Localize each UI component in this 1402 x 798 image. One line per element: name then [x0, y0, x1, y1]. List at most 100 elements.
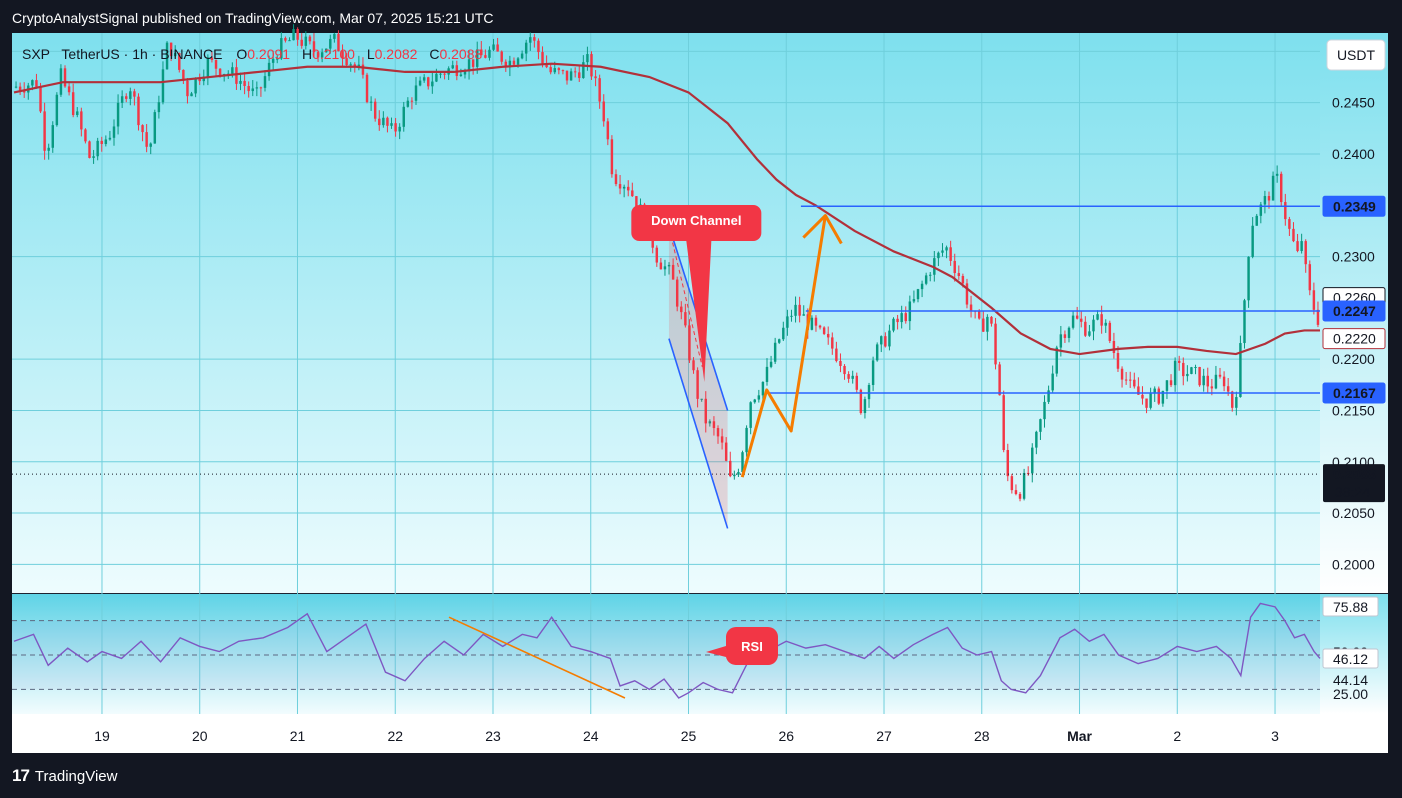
- candle-body: [1149, 393, 1152, 408]
- rsi-axis-badge: [1322, 596, 1379, 617]
- legend-h-label: H: [302, 46, 312, 62]
- candle-body: [929, 274, 932, 276]
- candle-body: [582, 62, 585, 79]
- candle-body: [300, 39, 303, 46]
- candle-body: [267, 62, 271, 77]
- candle-body: [912, 299, 916, 302]
- candle-body: [773, 342, 777, 362]
- candle-body: [427, 77, 430, 87]
- candle-body: [557, 68, 561, 71]
- candle-body: [618, 184, 622, 189]
- orange-projection-path: [740, 215, 827, 478]
- candle-body: [1202, 375, 1205, 386]
- candle-body: [1141, 394, 1144, 399]
- candle-body: [504, 61, 508, 68]
- candle-body: [1096, 314, 1099, 320]
- candle-body: [406, 100, 410, 107]
- candle-body: [263, 76, 267, 88]
- time-tick-label: Mar: [1067, 728, 1092, 744]
- candle-body: [598, 78, 601, 102]
- currency-button[interactable]: [1326, 39, 1386, 71]
- price-badge-label: 0.2167: [1333, 385, 1376, 401]
- candle-body: [1088, 331, 1091, 336]
- candle-body: [1002, 395, 1005, 451]
- candle-body: [1108, 322, 1112, 341]
- legend-pair: TetherUS · 1h · BINANCE: [61, 46, 222, 62]
- candle-body: [1316, 309, 1320, 325]
- candle-body: [790, 315, 793, 317]
- candle-body: [839, 360, 842, 366]
- candle-body: [1292, 228, 1295, 242]
- candle-body: [553, 68, 556, 73]
- candle-body: [382, 117, 385, 126]
- rsi-axis-badge: [1322, 648, 1379, 669]
- candle-body: [957, 273, 961, 277]
- time-tick-label: 28: [974, 728, 990, 744]
- candle-body: [920, 283, 924, 290]
- candle-body: [880, 336, 883, 345]
- candle-body: [594, 76, 597, 79]
- candle-body: [1239, 343, 1242, 398]
- candle-body: [1267, 196, 1271, 201]
- candle-body: [51, 125, 54, 148]
- candle-body: [88, 141, 91, 158]
- candle-body: [549, 67, 552, 73]
- candle-body: [1100, 314, 1103, 326]
- candle-body: [569, 71, 573, 81]
- candle-body: [100, 140, 103, 144]
- rsi-divergence-line: [448, 616, 626, 699]
- candle-body: [410, 100, 414, 102]
- price-tick-label: 0.2150: [1332, 402, 1375, 418]
- candle-body: [602, 101, 605, 122]
- candle-body: [904, 313, 907, 322]
- candle-body: [1116, 353, 1120, 369]
- candle-body: [129, 91, 132, 99]
- moving-average-line: [13, 62, 1320, 356]
- time-tick-label: 3: [1271, 728, 1279, 744]
- candle-body: [875, 344, 879, 361]
- candle-body: [1300, 241, 1303, 252]
- time-tick-label: 25: [681, 728, 697, 744]
- annotations: Down Channel RSI: [631, 205, 843, 666]
- candle-body: [1043, 401, 1046, 420]
- candle-body: [512, 60, 516, 65]
- candle-body: [520, 53, 524, 59]
- candle-body: [1018, 494, 1022, 499]
- candle-body: [606, 121, 610, 140]
- candle-body: [769, 361, 773, 367]
- candle-body: [39, 87, 42, 112]
- candle-body: [206, 57, 210, 77]
- candle-body: [202, 76, 206, 82]
- price-badge-label: 0.2220: [1333, 331, 1376, 347]
- candle-body: [443, 73, 446, 75]
- candle-body: [1271, 175, 1275, 201]
- candle-body: [18, 86, 22, 91]
- candle-body: [31, 80, 34, 86]
- candle-body: [937, 252, 940, 259]
- price-tick-label: 0.2050: [1332, 505, 1375, 521]
- candle-body: [1186, 373, 1189, 377]
- candle-body: [884, 336, 887, 347]
- candle-body: [1231, 391, 1234, 408]
- candle-body: [1296, 241, 1299, 252]
- candle-body: [1161, 390, 1165, 404]
- candle-body: [1137, 386, 1140, 395]
- candle-body: [186, 80, 189, 97]
- candle-body: [757, 395, 761, 400]
- candle-body: [178, 52, 181, 70]
- candle-body: [312, 41, 316, 53]
- candle-body: [467, 59, 471, 72]
- candle-body: [765, 366, 769, 382]
- channel-mid-line: [670, 235, 703, 367]
- candle-body: [610, 139, 614, 175]
- candle-body: [1124, 379, 1128, 381]
- candle-body: [14, 86, 18, 88]
- candle-body: [916, 289, 920, 300]
- candle-body: [835, 348, 838, 361]
- candle-body: [635, 196, 638, 210]
- candle-body: [1288, 219, 1291, 229]
- candle-body: [508, 60, 512, 68]
- candle-body: [871, 360, 875, 386]
- legend-symbol: SXP: [22, 46, 50, 62]
